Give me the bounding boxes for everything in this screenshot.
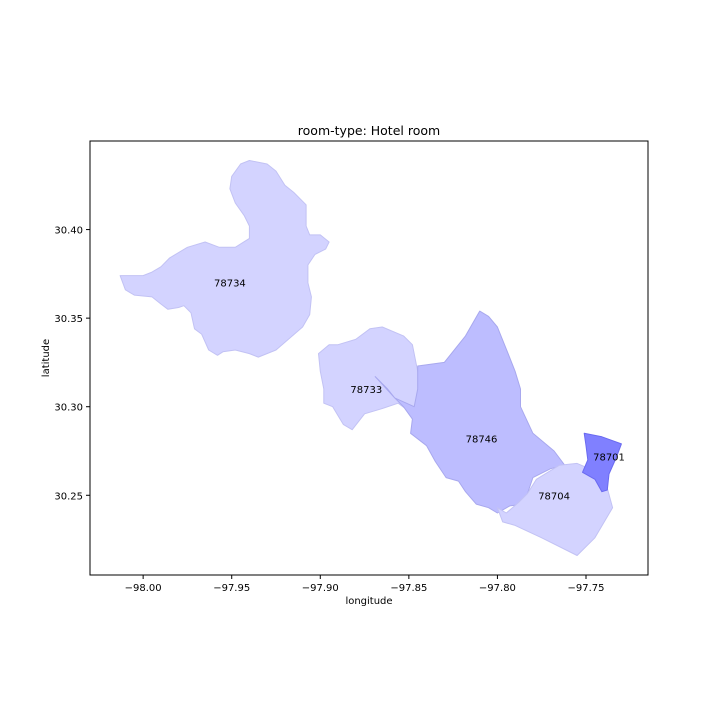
- region-layer: [119, 160, 622, 556]
- region-78734: [119, 160, 330, 358]
- x-axis-label: longitude: [345, 596, 392, 607]
- axes-frame: [89, 140, 649, 576]
- x-tick-label: −97.85: [390, 583, 427, 594]
- x-tick-label: −97.75: [567, 583, 604, 594]
- y-tick-label: 30.40: [54, 226, 83, 237]
- x-tick-label: −98.00: [125, 583, 162, 594]
- x-tick-label: −97.95: [213, 583, 250, 594]
- region-78746: [374, 310, 566, 514]
- y-tick-label: 30.35: [54, 314, 83, 325]
- region-78701: [582, 432, 622, 493]
- region-label-78733: 78733: [350, 385, 382, 396]
- region-label-78701: 78701: [593, 452, 625, 463]
- region-label-78704: 78704: [538, 491, 570, 502]
- y-tick-label: 30.30: [54, 403, 83, 414]
- x-tick-label: −97.80: [479, 583, 516, 594]
- x-tick-label: −97.90: [302, 583, 339, 594]
- chart-title: room-type: Hotel room: [298, 123, 440, 138]
- region-label-layer: 78734 78733 78746 78704 78701: [214, 279, 625, 503]
- x-axis-ticks: −98.00 −97.95 −97.90 −97.85 −97.80 −97.75: [125, 575, 605, 594]
- region-label-78746: 78746: [466, 435, 498, 446]
- y-axis-label: latitude: [41, 339, 52, 377]
- region-label-78734: 78734: [214, 279, 246, 290]
- y-axis-ticks: 30.25 30.30 30.35 30.40: [54, 226, 90, 502]
- region-78733: [318, 326, 422, 431]
- y-tick-label: 30.25: [54, 491, 83, 502]
